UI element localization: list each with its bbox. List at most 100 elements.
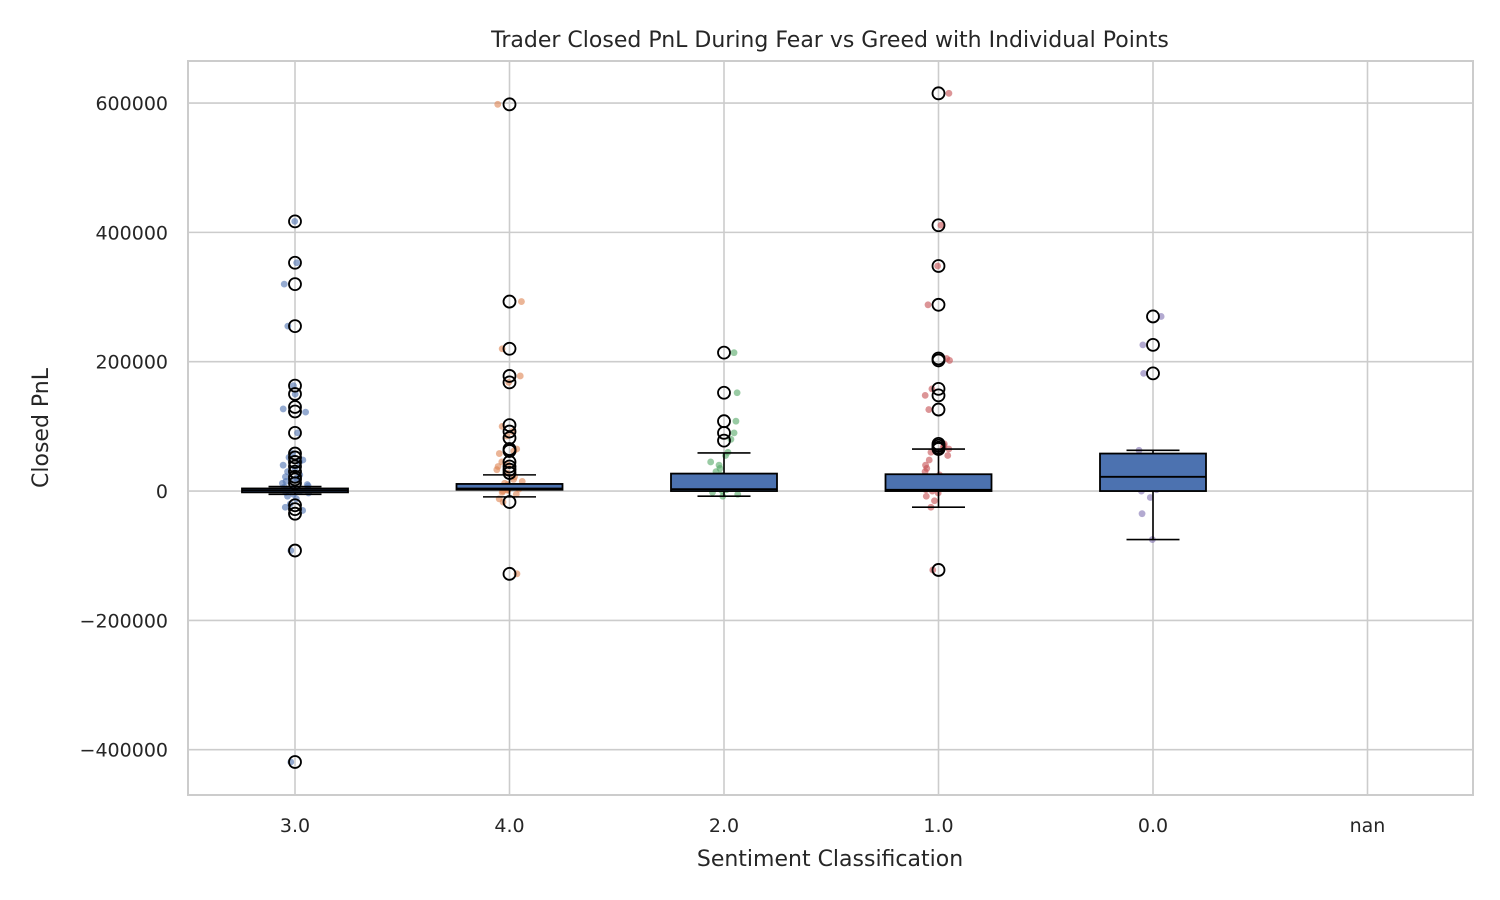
data-point bbox=[925, 406, 933, 413]
box-iqr bbox=[670, 472, 778, 492]
outlier-marker bbox=[931, 402, 946, 417]
data-point bbox=[931, 497, 938, 505]
data-point bbox=[1146, 494, 1154, 501]
data-point bbox=[946, 357, 953, 364]
outlier-marker bbox=[288, 506, 302, 521]
outlier-marker bbox=[502, 97, 517, 112]
x-tick-label: 0.0 bbox=[1138, 815, 1168, 837]
data-point bbox=[945, 89, 953, 97]
y-tick-label: 200000 bbox=[95, 352, 168, 374]
data-point bbox=[281, 503, 289, 511]
outlier-marker bbox=[288, 378, 302, 393]
y-tick-label: 0 bbox=[156, 481, 168, 503]
outlier-marker bbox=[288, 425, 302, 440]
x-tick-label: 2.0 bbox=[709, 815, 739, 837]
outlier-marker bbox=[288, 459, 302, 474]
chart-title: Trader Closed PnL During Fear vs Greed w… bbox=[490, 28, 1169, 53]
outlier-marker bbox=[931, 381, 946, 396]
y-axis-label: Closed PnL bbox=[29, 367, 54, 488]
outlier-marker bbox=[502, 566, 517, 581]
x-tick-label: 1.0 bbox=[923, 815, 953, 837]
outlier-marker bbox=[502, 294, 517, 309]
plot-border bbox=[187, 60, 1474, 796]
outlier-marker bbox=[502, 369, 517, 383]
outlier-marker bbox=[717, 433, 731, 448]
outlier-marker bbox=[288, 319, 302, 334]
data-point bbox=[518, 298, 525, 305]
data-point bbox=[1138, 510, 1146, 518]
plot-frame bbox=[187, 60, 1474, 796]
outlier-marker bbox=[502, 375, 517, 390]
outlier-marker bbox=[288, 255, 302, 270]
outlier-marker bbox=[502, 444, 517, 458]
data-point bbox=[733, 389, 741, 397]
outlier-marker bbox=[1146, 337, 1160, 352]
data-point bbox=[730, 429, 738, 437]
data-point bbox=[921, 391, 929, 399]
data-point bbox=[302, 408, 310, 416]
x-tick-label: 3.0 bbox=[280, 815, 310, 837]
data-point bbox=[924, 301, 932, 309]
outlier-marker bbox=[931, 259, 946, 273]
outlier-marker bbox=[931, 86, 946, 101]
outlier-marker bbox=[1146, 309, 1160, 324]
outlier-marker bbox=[931, 353, 946, 368]
outlier-marker bbox=[288, 400, 302, 414]
y-tick-label: −400000 bbox=[80, 740, 168, 762]
grid-lines bbox=[188, 61, 1473, 795]
data-point bbox=[707, 458, 715, 466]
outlier-marker bbox=[502, 418, 517, 432]
data-point bbox=[291, 217, 299, 225]
data-point bbox=[922, 492, 930, 500]
outlier-marker bbox=[288, 214, 302, 229]
outlier-marker bbox=[717, 345, 731, 360]
data-point bbox=[937, 221, 945, 229]
outlier-marker bbox=[931, 563, 946, 577]
data-point bbox=[944, 452, 952, 459]
y-tick-label: 600000 bbox=[95, 93, 168, 115]
x-axis-label: Sentiment Classification bbox=[697, 847, 963, 872]
outlier-marker bbox=[288, 446, 302, 461]
data-point bbox=[516, 372, 524, 380]
outlier-marker bbox=[717, 385, 731, 400]
y-tick-label: 400000 bbox=[95, 222, 168, 244]
outlier-marker bbox=[502, 341, 517, 356]
box-iqr bbox=[884, 473, 993, 492]
data-point bbox=[294, 429, 301, 437]
data-point bbox=[925, 456, 933, 464]
outlier-marker bbox=[1146, 366, 1160, 381]
data-point bbox=[279, 405, 287, 413]
data-point bbox=[512, 490, 520, 498]
outlier-marker bbox=[288, 455, 302, 469]
outlier-marker bbox=[931, 442, 946, 456]
outlier-marker bbox=[931, 388, 946, 403]
outlier-marker bbox=[288, 502, 302, 517]
x-tick-label: nan bbox=[1350, 815, 1386, 837]
outlier-marker bbox=[931, 297, 946, 312]
data-point bbox=[494, 100, 502, 108]
outlier-marker bbox=[502, 466, 517, 480]
data-point bbox=[293, 259, 301, 267]
outlier-marker bbox=[288, 543, 302, 558]
outlier-marker bbox=[502, 495, 517, 509]
data-point bbox=[730, 349, 738, 357]
data-point bbox=[280, 280, 288, 288]
outlier-marker bbox=[288, 498, 302, 513]
box-iqr bbox=[1099, 452, 1207, 492]
y-tick-label: −200000 bbox=[80, 610, 168, 632]
outlier-marker bbox=[502, 431, 517, 445]
box-iqr bbox=[455, 483, 564, 491]
outlier-marker bbox=[288, 450, 302, 465]
tick-labels: −400000 −200000 0 200000 400000 600000 3.0 4.0 2… bbox=[80, 93, 1386, 837]
outlier-marker bbox=[288, 476, 302, 491]
data-point bbox=[934, 262, 942, 270]
outlier-marker bbox=[288, 755, 302, 769]
data-point bbox=[495, 450, 503, 457]
box-plots bbox=[241, 86, 1207, 769]
data-point bbox=[732, 417, 740, 425]
outlier-marker bbox=[288, 404, 302, 419]
data-point bbox=[279, 461, 287, 469]
outlier-marker bbox=[288, 472, 302, 487]
outlier-marker bbox=[502, 424, 517, 439]
data-point bbox=[493, 466, 501, 474]
